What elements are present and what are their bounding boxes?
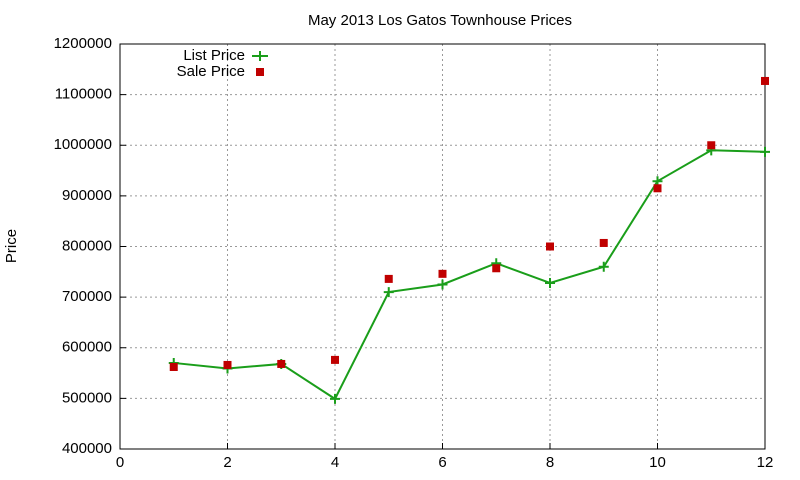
point [492, 264, 501, 273]
legend-marker [255, 51, 265, 61]
point [330, 393, 340, 404]
legend-label: List Price [183, 47, 245, 64]
y-tick-label: 1000000 [54, 136, 112, 153]
point [438, 269, 447, 278]
point [653, 184, 662, 193]
legend-label: Sale Price [177, 63, 245, 80]
x-tick-label: 8 [546, 454, 554, 471]
point [223, 360, 232, 369]
point [383, 287, 394, 298]
point [545, 277, 555, 288]
point [599, 238, 608, 247]
x-tick-label: 2 [223, 454, 231, 471]
point [598, 261, 609, 272]
x-tick-label: 0 [116, 454, 124, 471]
y-tick-label: 700000 [62, 288, 112, 305]
plot-frame [119, 43, 766, 450]
y-tick-label: 400000 [62, 440, 112, 457]
x-tick-label: 12 [757, 454, 774, 471]
y-axis-label: Price [3, 229, 20, 263]
point [384, 274, 393, 283]
point [331, 355, 339, 364]
point [546, 242, 554, 251]
legend-marker [256, 68, 264, 76]
point [707, 141, 716, 150]
x-tick-label: 6 [438, 454, 446, 471]
y-tick-label: 500000 [62, 389, 112, 406]
x-tick-label: 4 [331, 454, 339, 471]
point [169, 362, 178, 371]
series-line [173, 149, 766, 401]
chart-title: May 2013 Los Gatos Townhouse Prices [308, 12, 572, 29]
point [761, 76, 769, 85]
y-tick-label: 600000 [62, 339, 112, 356]
y-tick-label: 800000 [62, 237, 112, 254]
y-tick-label: 900000 [62, 187, 112, 204]
point [277, 359, 286, 368]
x-tick-label: 10 [649, 454, 666, 471]
point [437, 279, 448, 290]
y-tick-label: 1200000 [54, 35, 112, 52]
point [760, 146, 770, 157]
y-tick-label: 1100000 [55, 86, 112, 103]
